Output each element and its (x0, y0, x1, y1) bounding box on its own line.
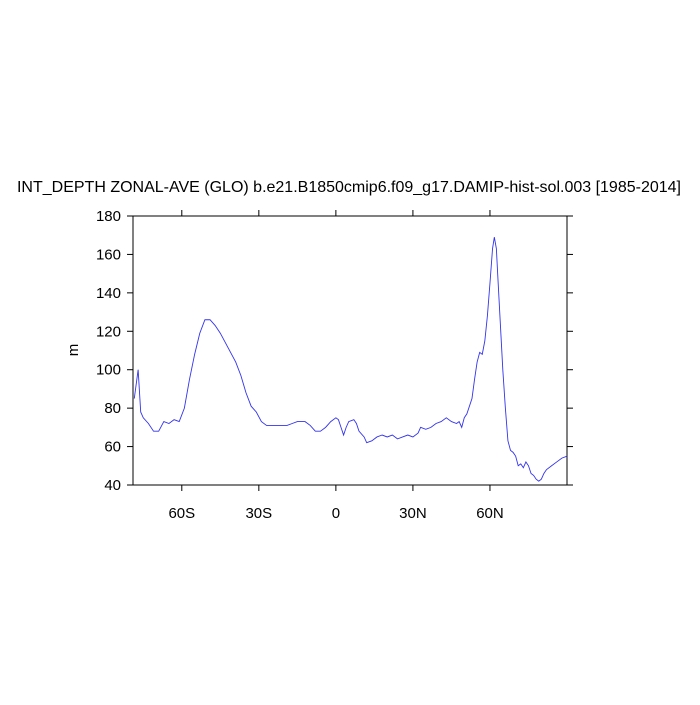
y-axis-label: m (65, 344, 82, 357)
y-tick-label: 40 (104, 477, 121, 494)
x-tick-label: 30S (245, 505, 272, 522)
data-line (133, 237, 568, 482)
y-tick-label: 180 (96, 208, 121, 225)
y-tick-label: 80 (104, 400, 121, 417)
y-tick-label: 140 (96, 285, 121, 302)
x-tick-label: 0 (332, 505, 340, 522)
y-tick-label: 120 (96, 323, 121, 340)
chart-title: INT_DEPTH ZONAL-AVE (GLO) b.e21.B1850cmi… (17, 179, 681, 196)
y-tick-label: 100 (96, 362, 121, 379)
x-tick-label: 60N (476, 505, 504, 522)
x-tick-label: 30N (399, 505, 427, 522)
x-tick-label: 60S (168, 505, 195, 522)
plot-frame (132, 215, 568, 486)
y-tick-label: 60 (104, 439, 121, 456)
y-tick-label: 160 (96, 246, 121, 263)
